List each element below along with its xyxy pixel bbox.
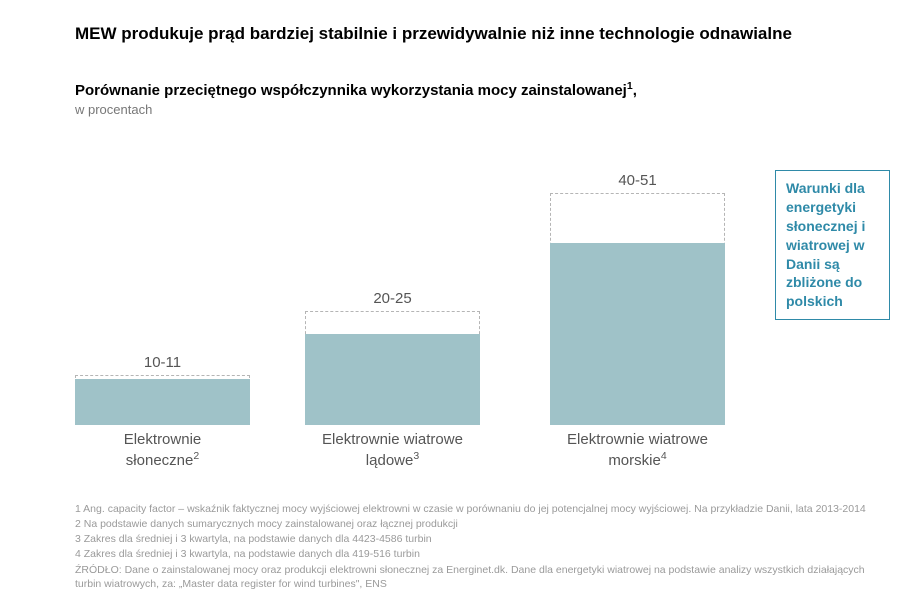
subtitle-bold: Porównanie przeciętnego współczynnika wy…: [75, 82, 637, 99]
bar-category-line2: morskie4: [538, 450, 738, 471]
bar-category-line2-text: słoneczne: [126, 452, 194, 469]
footnotes: 1 Ang. capacity factor – wskaźnik faktyc…: [75, 502, 883, 592]
bar-value-label: 20-25: [305, 290, 480, 307]
bar-fill: [550, 243, 725, 425]
bar-fill: [305, 334, 480, 425]
bar-value-label: 10-11: [75, 354, 250, 371]
bar-group: 40-51Elektrownie wiatrowemorskie4: [550, 172, 725, 425]
footnote-line: 3 Zakres dla średniej i 3 kwartyla, na p…: [75, 532, 883, 546]
bar-category-line2-text: morskie: [608, 452, 661, 469]
bar-group: 10-11Elektrowniesłoneczne2: [75, 354, 250, 425]
bar-chart: 10-11Elektrowniesłoneczne220-25Elektrown…: [75, 135, 853, 465]
bar-category-sup: 2: [193, 450, 199, 462]
bar-value-label: 40-51: [550, 172, 725, 189]
bar-fill: [75, 379, 250, 425]
subtitle-comma: ,: [633, 82, 637, 99]
footnote-line: 4 Zakres dla średniej i 3 kwartyla, na p…: [75, 547, 883, 561]
bar-category-label: Elektrownie wiatrowelądowe3: [293, 425, 493, 471]
bar-category-sup: 4: [661, 450, 667, 462]
footnote-line: 2 Na podstawie danych sumarycznych mocy …: [75, 517, 883, 531]
bar-category-line2: lądowe3: [293, 450, 493, 471]
footnote-line: ŹRÓDŁO: Dane o zainstalowanej mocy oraz …: [75, 563, 883, 591]
bar-range-box: [305, 311, 480, 425]
bar-category-sup: 3: [413, 450, 419, 462]
subtitle: Porównanie przeciętnego współczynnika wy…: [75, 80, 853, 117]
subtitle-bold-text: Porównanie przeciętnego współczynnika wy…: [75, 82, 627, 99]
bar-range-box: [550, 193, 725, 425]
callout-box: Warunki dla energetyki słonecznej i wiat…: [775, 170, 890, 320]
page-root: MEW produkuje prąd bardziej stabilnie i …: [0, 0, 913, 604]
callout-text: Warunki dla energetyki słonecznej i wiat…: [786, 180, 865, 309]
page-title: MEW produkuje prąd bardziej stabilnie i …: [75, 24, 853, 44]
subtitle-unit: w procentach: [75, 102, 853, 117]
footnote-line: 1 Ang. capacity factor – wskaźnik faktyc…: [75, 502, 883, 516]
bar-category-label: Elektrownie wiatrowemorskie4: [538, 425, 738, 471]
bar-range-box: [75, 375, 250, 425]
bar-category-label: Elektrowniesłoneczne2: [63, 425, 263, 471]
bar-category-line1: Elektrownie: [63, 431, 263, 450]
bar-group: 20-25Elektrownie wiatrowelądowe3: [305, 290, 480, 425]
bar-category-line2: słoneczne2: [63, 450, 263, 471]
bar-category-line1: Elektrownie wiatrowe: [293, 431, 493, 450]
bar-category-line1: Elektrownie wiatrowe: [538, 431, 738, 450]
bar-category-line2-text: lądowe: [366, 452, 414, 469]
